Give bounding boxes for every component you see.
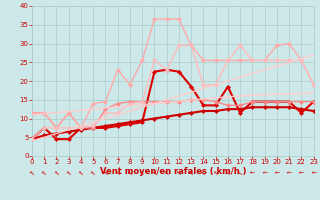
Text: →: → bbox=[41, 168, 48, 176]
Text: →: → bbox=[77, 168, 84, 176]
Text: →: → bbox=[139, 168, 146, 176]
Text: →: → bbox=[175, 168, 182, 176]
Text: →: → bbox=[188, 168, 195, 176]
Text: →: → bbox=[250, 168, 255, 174]
Text: →: → bbox=[225, 168, 231, 175]
Text: →: → bbox=[262, 168, 267, 174]
Text: →: → bbox=[114, 168, 121, 176]
Text: →: → bbox=[212, 168, 219, 176]
Text: →: → bbox=[65, 168, 72, 176]
Text: →: → bbox=[311, 168, 316, 174]
Text: →: → bbox=[28, 168, 36, 176]
Text: →: → bbox=[53, 168, 60, 176]
Text: →: → bbox=[299, 168, 304, 174]
Text: →: → bbox=[274, 168, 279, 174]
Text: →: → bbox=[200, 168, 207, 176]
Text: →: → bbox=[151, 168, 158, 176]
Text: →: → bbox=[237, 168, 244, 175]
Text: →: → bbox=[126, 168, 133, 176]
Text: →: → bbox=[286, 168, 292, 174]
Text: →: → bbox=[90, 168, 97, 176]
Text: →: → bbox=[163, 168, 170, 176]
Text: →: → bbox=[102, 168, 109, 176]
X-axis label: Vent moyen/en rafales ( km/h ): Vent moyen/en rafales ( km/h ) bbox=[100, 167, 246, 176]
